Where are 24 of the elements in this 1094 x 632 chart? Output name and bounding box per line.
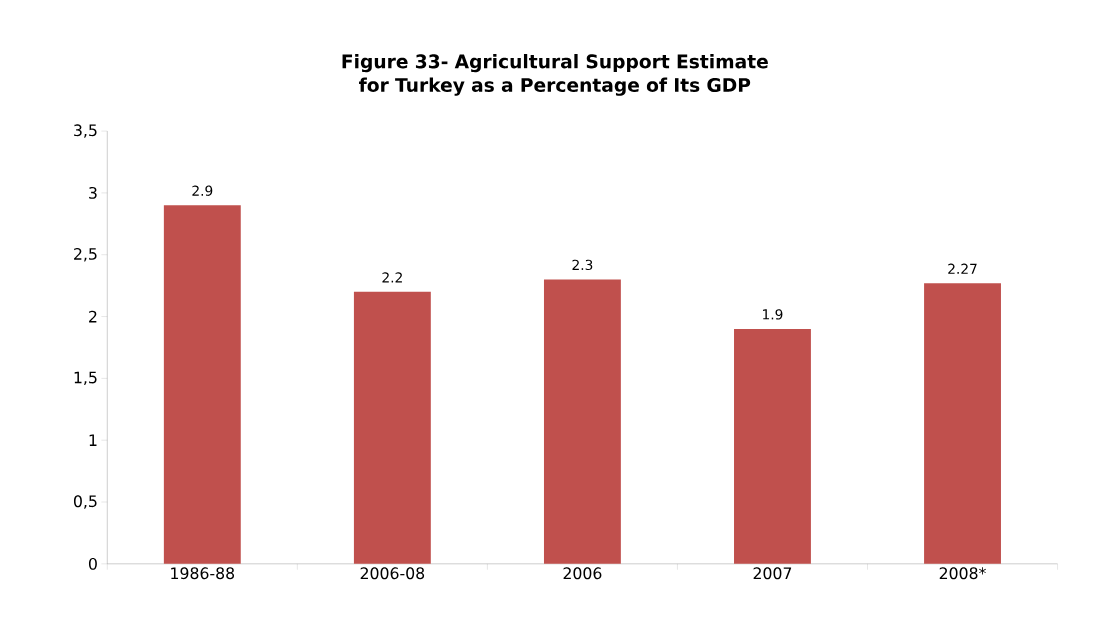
bar xyxy=(924,283,1001,564)
data-label: 2.2 xyxy=(382,272,402,283)
bar xyxy=(163,205,241,564)
y-tick-label: 0,5 xyxy=(73,495,97,509)
x-tick-label: 2006-08 xyxy=(360,567,425,580)
y-tick-label: 2 xyxy=(89,310,97,323)
y-tick-label: 1 xyxy=(89,434,97,446)
x-tick-label: 2006 xyxy=(563,567,602,580)
x-tick-label: 2007 xyxy=(753,567,792,580)
data-label: 1.9 xyxy=(763,309,783,320)
y-tick-label: 0 xyxy=(88,557,97,570)
x-tick-label: 1986-88 xyxy=(171,567,235,580)
data-label: 2.27 xyxy=(948,263,977,274)
y-tick-label: 1,5 xyxy=(74,371,97,386)
y-tick-label: 3,5 xyxy=(74,124,97,138)
data-label: 2.9 xyxy=(192,185,213,196)
bar xyxy=(543,279,621,564)
y-tick-label: 3 xyxy=(89,187,97,199)
data-label: 2.3 xyxy=(572,259,593,271)
x-tick-label: 2008* xyxy=(939,567,986,580)
bar xyxy=(353,291,431,564)
y-tick-label: 2,5 xyxy=(74,248,97,262)
bar xyxy=(734,328,811,564)
chart-title: Figure 33- Agricultural Support Estimate for Turkey as a Percentage of Its GDP xyxy=(342,54,768,96)
